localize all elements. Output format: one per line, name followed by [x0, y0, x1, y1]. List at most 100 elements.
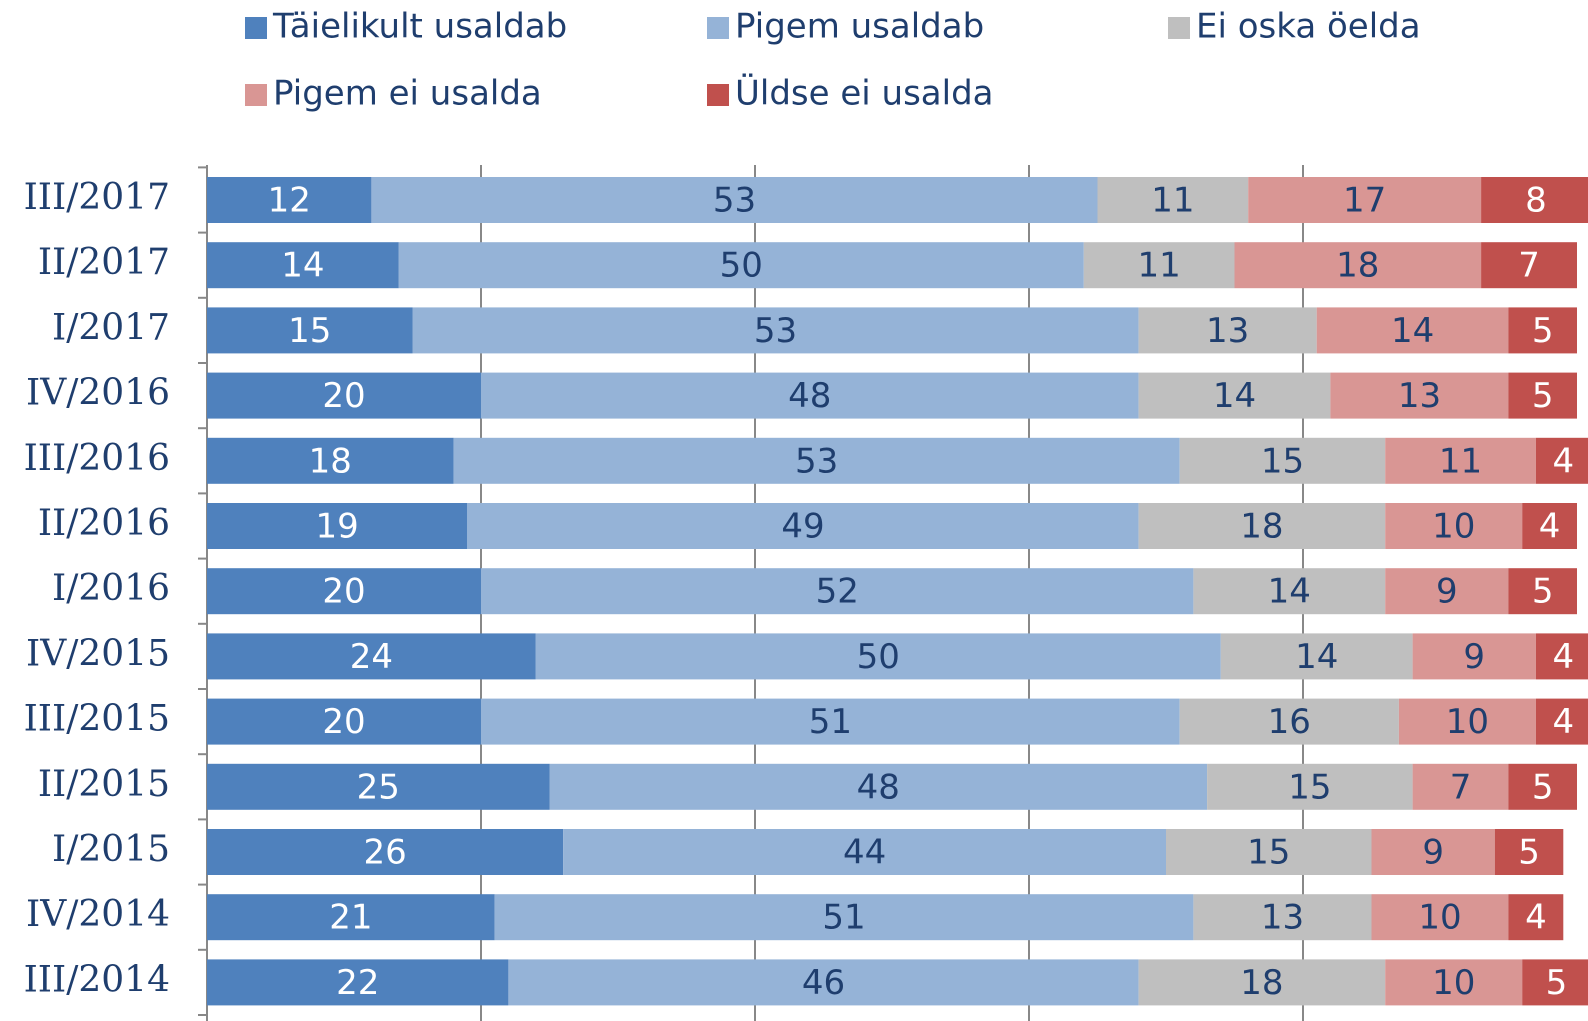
y-tick-label: III/2016: [24, 438, 170, 479]
value-label: 4: [1552, 702, 1574, 742]
value-label: 9: [1436, 572, 1458, 612]
value-label: 18: [309, 441, 352, 481]
legend-label: Üldse ei usalda: [735, 73, 994, 114]
bar-segment: [1083, 242, 1235, 289]
value-label: 48: [788, 376, 831, 416]
bar-segment: [1535, 633, 1588, 680]
bar-segment: [371, 177, 1098, 223]
value-label: 10: [1418, 898, 1461, 938]
bar-segment: [207, 763, 550, 810]
value-label: 12: [268, 181, 311, 221]
y-tick-label: III/2014: [24, 959, 170, 1000]
value-label: 51: [809, 702, 852, 742]
bar-segment: [563, 829, 1166, 875]
bar-segment: [1166, 829, 1372, 875]
y-tick-label: I/2015: [52, 829, 170, 870]
bar-segment: [1316, 307, 1509, 354]
bar-segment: [494, 894, 1194, 941]
bar-segment: [1330, 372, 1509, 419]
value-label: 50: [857, 637, 900, 677]
value-label: 22: [336, 963, 379, 1003]
bar-segment: [1138, 959, 1386, 1006]
value-label: 11: [1138, 246, 1181, 286]
y-tick-label: II/2015: [38, 764, 170, 805]
bar-segment: [1508, 568, 1577, 615]
bar-segment: [207, 959, 509, 1006]
legend-swatch: [707, 17, 729, 39]
bar-segment: [1481, 242, 1577, 289]
bar-segment: [481, 698, 1180, 745]
bar-segment: [481, 568, 1194, 615]
value-label: 13: [1206, 311, 1249, 351]
value-label: 15: [1247, 833, 1290, 873]
bar-segment: [207, 307, 413, 354]
bar-segment: [1371, 894, 1509, 941]
bar-segment: [508, 959, 1139, 1006]
bar-segment: [1220, 633, 1413, 680]
bar-segment: [1248, 177, 1482, 223]
bar-segment: [1234, 242, 1482, 289]
bar-segment: [453, 437, 1180, 484]
value-label: 5: [1532, 311, 1554, 351]
bar-segment: [1508, 894, 1564, 941]
value-label: 52: [816, 572, 859, 612]
y-tick-label: II/2016: [38, 503, 170, 544]
value-label: 53: [754, 311, 797, 351]
value-label: 13: [1261, 898, 1304, 938]
value-label: 26: [363, 833, 406, 873]
legend-swatch: [245, 84, 267, 106]
legend-label: Pigem usaldab: [735, 7, 984, 47]
value-label: 4: [1552, 637, 1574, 677]
value-label: 11: [1151, 181, 1194, 221]
value-label: 4: [1525, 898, 1547, 938]
legend-swatch: [245, 17, 267, 39]
bar-segment: [1207, 763, 1413, 810]
bar-segment: [1535, 698, 1588, 745]
value-label: 18: [1240, 507, 1283, 547]
bar-segment: [207, 633, 536, 680]
bar-segment: [412, 307, 1139, 354]
bar-segment: [1385, 503, 1523, 549]
legend-label: Täielikult usaldab: [272, 7, 567, 47]
bar-segment: [1508, 372, 1577, 419]
bar-segment: [207, 568, 481, 615]
value-label: 53: [713, 181, 756, 221]
value-label: 8: [1525, 181, 1547, 221]
value-label: 46: [802, 963, 845, 1003]
value-label: 15: [1261, 441, 1304, 481]
value-label: 51: [822, 898, 865, 938]
y-tick-label: I/2017: [52, 307, 170, 348]
legend-label: Ei oska öelda: [1196, 7, 1421, 47]
bar-segment: [1193, 894, 1372, 941]
y-tick-label: III/2017: [24, 177, 170, 218]
bar-segment: [1508, 307, 1577, 354]
value-label: 4: [1539, 507, 1561, 547]
bar-segment: [207, 177, 372, 223]
bar-segment: [467, 503, 1139, 549]
value-label: 5: [1546, 963, 1568, 1003]
value-label: 15: [288, 311, 331, 351]
bar-segment: [398, 242, 1084, 289]
value-label: 21: [329, 898, 372, 938]
bar-segment: [1097, 177, 1249, 223]
value-label: 7: [1518, 246, 1540, 286]
value-label: 18: [1336, 246, 1379, 286]
value-label: 15: [1288, 767, 1331, 807]
value-label: 16: [1268, 702, 1311, 742]
bar-segment: [1385, 437, 1536, 484]
legend-label: Pigem ei usalda: [273, 74, 542, 114]
bar-segment: [1398, 698, 1536, 745]
value-label: 20: [322, 572, 365, 612]
bar-segment: [207, 503, 468, 549]
value-label: 7: [1450, 767, 1472, 807]
value-label: 20: [322, 376, 365, 416]
bar-segment: [207, 372, 481, 419]
bar-segment: [481, 372, 1139, 419]
bar-segment: [1412, 633, 1536, 680]
bar-segment: [1193, 568, 1386, 615]
value-label: 49: [781, 507, 824, 547]
value-label: 5: [1518, 833, 1540, 873]
value-label: 44: [843, 833, 886, 873]
bar-segment: [1522, 503, 1577, 549]
